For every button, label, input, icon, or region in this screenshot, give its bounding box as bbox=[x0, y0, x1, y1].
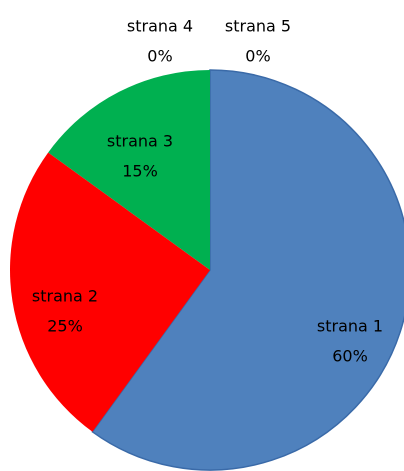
slice-value-label: 15% bbox=[122, 162, 158, 181]
slice-value-label: 60% bbox=[332, 347, 368, 366]
pie-slice bbox=[9, 152, 211, 432]
slice-value-label: 25% bbox=[47, 317, 83, 336]
slice-name: strana 4 bbox=[127, 17, 193, 36]
slice-value-label: 0% bbox=[245, 47, 270, 66]
slice-value-label: 0% bbox=[147, 47, 172, 66]
slice-name: strana 1 bbox=[317, 317, 383, 336]
pie-slice bbox=[91, 69, 404, 471]
slice-name: strana 2 bbox=[32, 287, 98, 306]
slice-name: strana 5 bbox=[225, 17, 291, 36]
slice-name: strana 3 bbox=[107, 132, 173, 151]
pie-slice bbox=[48, 69, 211, 270]
